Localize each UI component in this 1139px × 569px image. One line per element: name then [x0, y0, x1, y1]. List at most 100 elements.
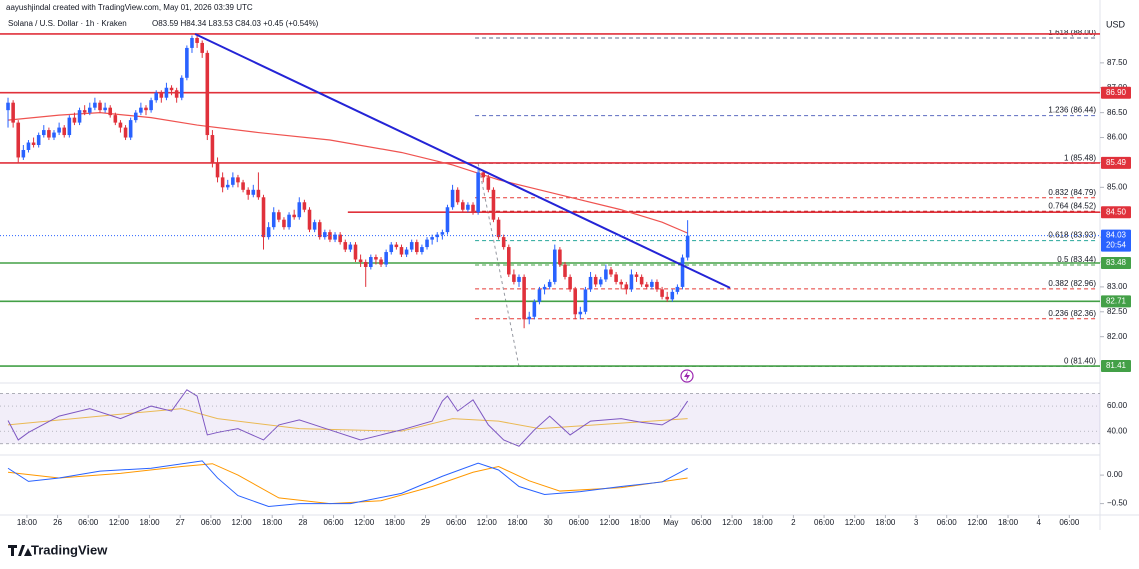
- level-tag-label: 81.41: [1106, 361, 1127, 370]
- level-tag-label: 86.90: [1106, 88, 1127, 97]
- candle-body: [547, 281, 552, 287]
- fib-label: 0.236 (82.36): [1048, 309, 1096, 318]
- candle-body: [517, 276, 521, 282]
- candle-body: [287, 214, 291, 228]
- candle-body: [6, 102, 10, 111]
- level-tag: [1101, 206, 1131, 219]
- candle-body: [420, 247, 424, 253]
- level-tag: [1101, 86, 1131, 99]
- candle-body: [471, 204, 475, 213]
- candle-body: [685, 235, 690, 258]
- candle-body: [389, 244, 394, 253]
- x-tick-label: 06:00: [937, 518, 958, 527]
- y-tick-label: 86.50: [1107, 108, 1128, 117]
- x-tick-label: 4: [1036, 518, 1041, 527]
- candle-body: [98, 102, 102, 111]
- candle-body: [619, 281, 623, 285]
- candle-body: [639, 276, 644, 285]
- candle-body: [328, 232, 332, 240]
- level-tag-label: 84.50: [1106, 207, 1127, 216]
- candle-body: [225, 184, 230, 188]
- candle-body: [241, 182, 245, 190]
- candle-body: [42, 130, 46, 136]
- candle-body: [614, 274, 618, 282]
- candle-body: [532, 301, 537, 317]
- candle-body: [26, 142, 31, 150]
- ohlc: O83.59 H84.34 L83.53 C84.03 +0.45 (+0.54…: [152, 19, 319, 28]
- candle-body: [394, 244, 399, 248]
- x-tick-label: 27: [176, 518, 185, 527]
- x-tick-label: 18:00: [753, 518, 774, 527]
- candle-body: [609, 269, 613, 275]
- candle-body: [358, 259, 363, 263]
- candle-body: [256, 189, 261, 198]
- candle-body: [476, 172, 480, 213]
- candle-body: [660, 289, 664, 297]
- x-tick-label: 18:00: [17, 518, 38, 527]
- candle-body: [67, 117, 72, 136]
- candle-body: [374, 257, 378, 260]
- candle-body: [563, 264, 567, 277]
- rsi-band: [0, 393, 1100, 444]
- x-tick-label: 30: [544, 518, 553, 527]
- x-tick-label: 18:00: [875, 518, 896, 527]
- candle-body: [195, 37, 199, 43]
- rsi-line: [7, 389, 689, 447]
- candle-body: [113, 115, 118, 123]
- currency: USD: [1106, 19, 1126, 29]
- candle-body: [512, 274, 516, 282]
- level-tag: [1101, 257, 1131, 270]
- fib-label: 0.618 (83.93): [1048, 231, 1096, 240]
- candle-body: [461, 202, 465, 210]
- candle-body: [93, 102, 97, 108]
- logo: TradingView: [8, 542, 108, 557]
- candle-body: [450, 189, 455, 208]
- lightning-icon: [680, 369, 694, 383]
- candle-body: [36, 135, 41, 146]
- candle-body: [302, 202, 307, 210]
- x-tick-label: 06:00: [1059, 518, 1080, 527]
- candle-body: [87, 107, 92, 113]
- symbol: Solana / U.S. Dollar · 1h · Kraken: [8, 19, 127, 28]
- attribution: aayushjindal created with TradingView.co…: [6, 3, 253, 12]
- candle-body: [133, 112, 138, 121]
- candle-body: [507, 247, 511, 275]
- candle-body: [190, 37, 194, 48]
- x-tick-label: 2: [791, 518, 796, 527]
- fib-label: 1 (85.48): [1064, 154, 1096, 163]
- candle-body: [680, 257, 685, 287]
- candle-body: [159, 92, 164, 98]
- x-tick-label: 06:00: [691, 518, 712, 527]
- rsi-tick-label: 60.00: [1107, 401, 1128, 410]
- x-tick-label: 06:00: [814, 518, 835, 527]
- fib-label: 0 (81.40): [1064, 357, 1096, 366]
- macd-tick-label: 0.00: [1107, 470, 1123, 479]
- candle-body: [307, 209, 312, 230]
- candle-body: [583, 289, 588, 312]
- candle-body: [338, 234, 342, 243]
- x-tick-label: 18:00: [385, 518, 406, 527]
- level-tag: [1101, 360, 1131, 373]
- candle-body: [47, 130, 51, 138]
- fib-label: 0.764 (84.52): [1048, 201, 1096, 210]
- macd-line: [7, 460, 688, 507]
- y-tick-label: 82.00: [1107, 332, 1128, 341]
- candle-body: [236, 177, 240, 183]
- candle-body: [629, 274, 634, 290]
- rsi-ma: [7, 408, 688, 432]
- candle-body: [220, 177, 225, 188]
- candle-body: [282, 219, 286, 228]
- candle-body: [333, 234, 337, 240]
- candle-body: [558, 249, 562, 265]
- candle-body: [404, 249, 409, 255]
- x-tick-label: 18:00: [998, 518, 1019, 527]
- candle-body: [231, 177, 235, 185]
- candle-body: [435, 234, 440, 238]
- candle-body: [568, 276, 572, 290]
- candle-body: [123, 127, 128, 138]
- level-tag: [1101, 295, 1131, 308]
- candle-body: [139, 107, 143, 113]
- level-tag-label: 85.49: [1106, 158, 1127, 167]
- x-tick-label: 12:00: [967, 518, 988, 527]
- x-tick-label: 29: [421, 518, 430, 527]
